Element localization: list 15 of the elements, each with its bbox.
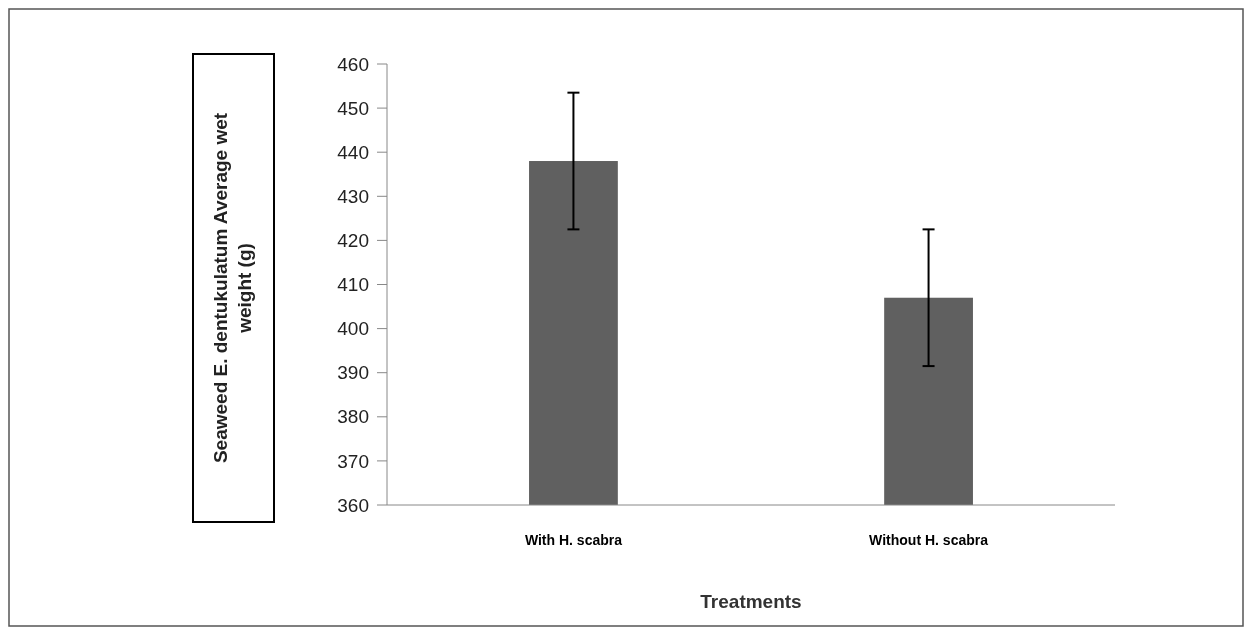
y-tick-label: 400 [337, 318, 369, 340]
y-tick-label: 360 [337, 494, 369, 516]
y-axis-title: Seaweed E. dentukulatum Average wet weight (g) [210, 112, 255, 464]
y-tick-label: 370 [337, 450, 369, 472]
x-axis-title: Treatments [700, 591, 802, 612]
x-tick-label: Without H. scabra [869, 532, 989, 548]
y-tick-label: 430 [337, 185, 369, 207]
y-tick-label: 440 [337, 141, 369, 163]
y-tick-label: 450 [337, 97, 369, 119]
y-tick-label: 390 [337, 362, 369, 384]
y-tick-label: 460 [337, 53, 369, 75]
x-tick-label: With H. scabra [524, 532, 623, 548]
y-tick-label: 410 [337, 274, 369, 296]
y-tick-label: 380 [337, 406, 369, 428]
y-tick-label: 420 [337, 230, 369, 252]
